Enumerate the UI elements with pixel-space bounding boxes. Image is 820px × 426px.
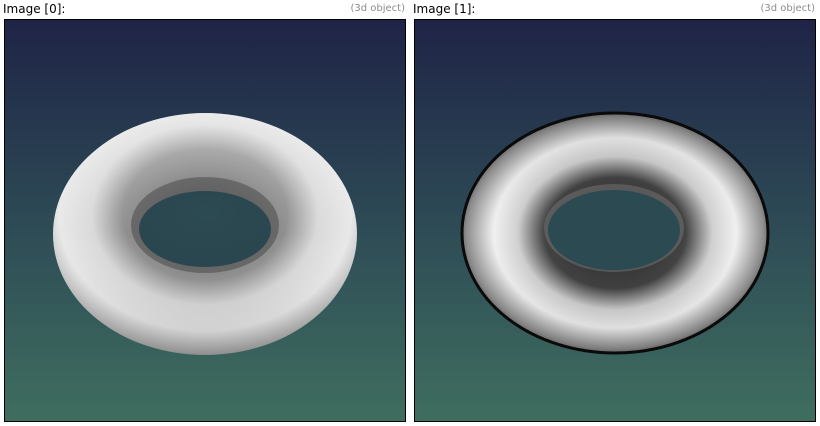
panel-title: Image [1]: [413,2,476,16]
3d-viewport[interactable] [4,19,406,422]
torus-object[interactable] [53,113,357,355]
3d-scene[interactable] [5,20,405,421]
torus-hole [139,191,271,267]
panel-title: Image [0]: [3,2,66,16]
torus-object[interactable] [460,111,770,355]
torus-hole [548,190,680,270]
object-type-label: (3d object) [760,3,815,14]
object-type-label: (3d object) [350,3,405,14]
image-panel-1: Image [1]: (3d object) [412,0,816,426]
image-panel-0: Image [0]: (3d object) [2,0,406,426]
panel-header: Image [0]: (3d object) [2,0,406,18]
3d-scene[interactable] [415,20,815,421]
panel-header: Image [1]: (3d object) [412,0,816,18]
3d-viewport[interactable] [414,19,816,422]
